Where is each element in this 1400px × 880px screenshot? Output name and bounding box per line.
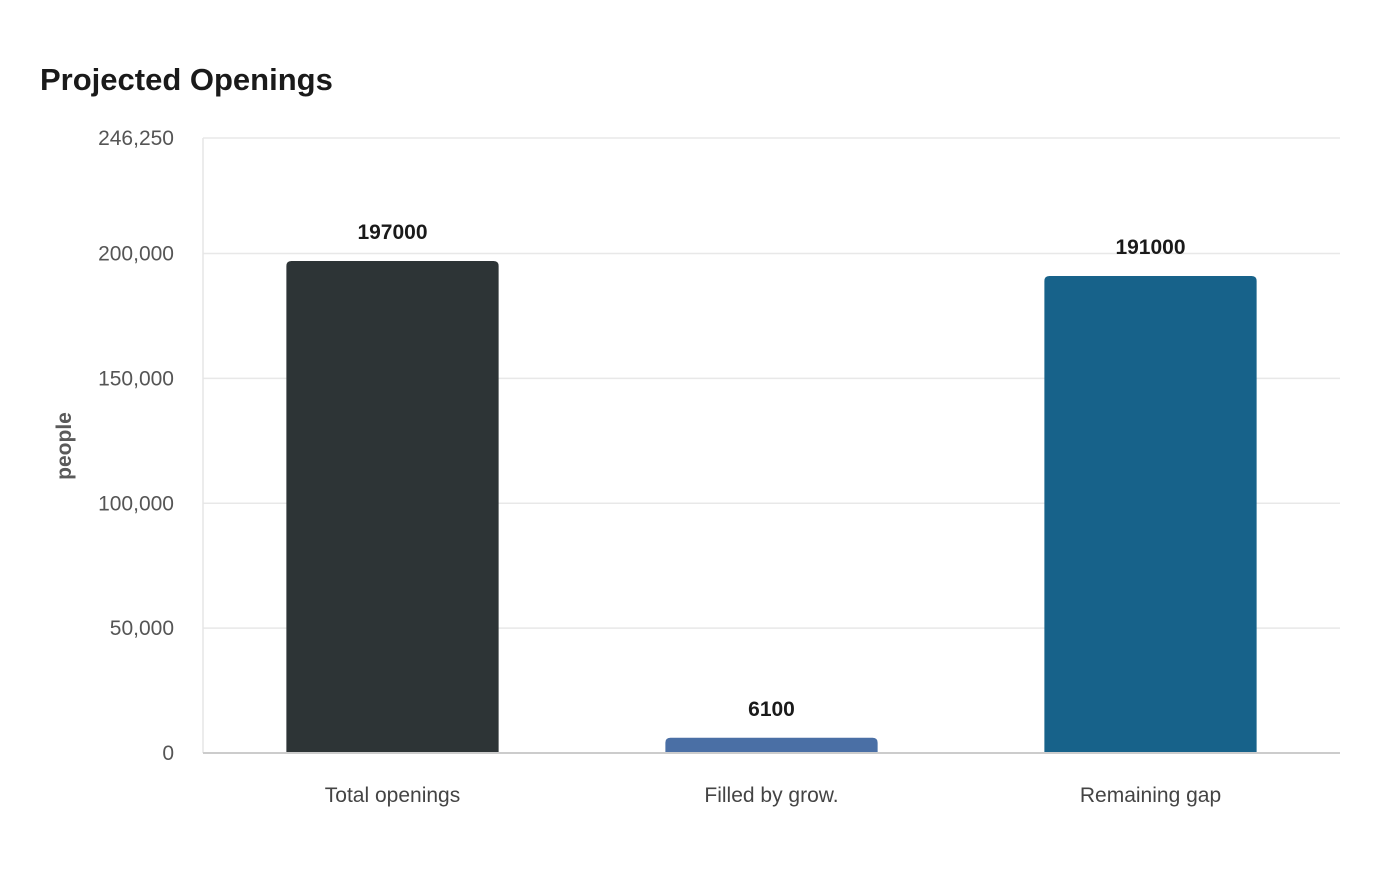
y-axis-label: people xyxy=(53,412,76,480)
bar-total-openings xyxy=(286,261,499,753)
x-tick-label: Filled by grow. xyxy=(704,784,838,807)
y-tick-label: 150,000 xyxy=(98,367,174,390)
y-tick-label: 246,250 xyxy=(98,127,174,150)
bar-filled-by-grow xyxy=(665,737,878,753)
x-tick-label: Total openings xyxy=(325,784,460,807)
data-label: 197000 xyxy=(357,221,427,244)
y-tick-label: 200,000 xyxy=(98,243,174,266)
y-axis-ticks: 0 50,000 100,000 150,000 200,000 246,250 xyxy=(98,127,174,765)
data-label: 6100 xyxy=(748,698,795,721)
x-tick-label: Remaining gap xyxy=(1080,784,1221,807)
bar-remaining-gap xyxy=(1044,275,1257,753)
bars xyxy=(286,261,1257,753)
data-labels: 197000 6100 191000 xyxy=(357,221,1185,721)
y-tick-label: 50,000 xyxy=(110,617,174,640)
chart-title: Projected Openings xyxy=(40,62,333,97)
y-tick-label: 100,000 xyxy=(98,492,174,515)
data-label: 191000 xyxy=(1115,236,1185,259)
x-axis-ticks: Total openings Filled by grow. Remaining g… xyxy=(325,784,1221,807)
y-tick-label: 0 xyxy=(162,742,174,765)
